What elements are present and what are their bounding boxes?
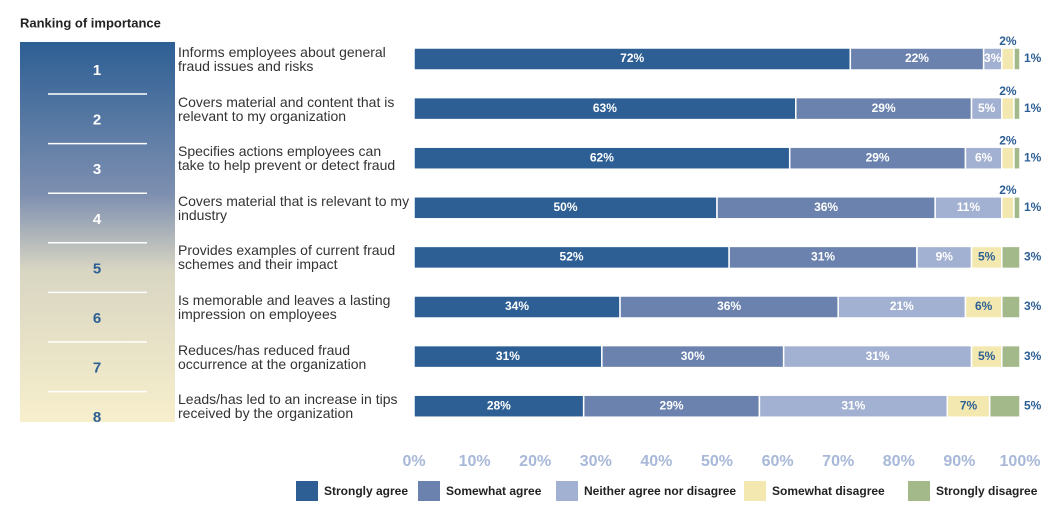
bar-segment — [988, 394, 1021, 418]
legend-swatch — [556, 481, 578, 501]
rank-number: 2 — [93, 112, 101, 129]
bar-segment — [1001, 295, 1021, 319]
value-label: 2% — [999, 183, 1017, 197]
x-tick-label: 80% — [883, 453, 915, 470]
legend-swatch — [296, 481, 318, 501]
legend-swatch — [418, 481, 440, 501]
legend-label: Neither agree nor disagree — [584, 484, 736, 498]
value-label: 3% — [1024, 299, 1042, 313]
value-label: 30% — [681, 349, 705, 363]
value-label: 1% — [1024, 150, 1042, 164]
legend-label: Somewhat disagree — [772, 484, 885, 498]
value-label: 36% — [717, 299, 741, 313]
category-label: Covers material and content that is rele… — [178, 93, 395, 124]
category-label: Covers material that is relevant to my i… — [178, 192, 410, 223]
rank-number: 4 — [93, 211, 102, 228]
value-label: 5% — [978, 250, 996, 264]
x-tick-label: 30% — [580, 453, 612, 470]
category-label: Reduces/has reduced fraud occurrence at … — [178, 341, 367, 372]
value-label: 11% — [957, 200, 981, 214]
value-label: 3% — [1024, 250, 1042, 264]
rank-panel — [20, 42, 175, 422]
value-label: 52% — [560, 250, 584, 264]
x-tick-label: 50% — [701, 453, 733, 470]
bar-segment — [1001, 96, 1015, 121]
rank-number: 6 — [93, 310, 101, 327]
value-label: 36% — [814, 200, 838, 214]
value-label: 31% — [866, 349, 890, 363]
value-label: 2% — [999, 133, 1017, 147]
value-label: 5% — [978, 101, 996, 115]
value-label: 29% — [866, 150, 890, 164]
value-label: 6% — [975, 150, 993, 164]
x-tick-label: 100% — [1000, 453, 1041, 470]
legend-swatch — [744, 481, 766, 501]
x-tick-label: 0% — [402, 453, 425, 470]
category-label: Specifies actions employees can take to … — [178, 143, 396, 174]
rank-number: 8 — [93, 409, 101, 426]
bar-segment — [1013, 96, 1021, 121]
x-tick-label: 70% — [822, 453, 854, 470]
value-label: 22% — [905, 51, 929, 65]
value-label: 1% — [1024, 51, 1042, 65]
bar-segment — [1001, 196, 1015, 220]
rank-number: 7 — [93, 360, 101, 377]
value-label: 31% — [811, 250, 835, 264]
value-label: 2% — [999, 34, 1017, 48]
rank-number: 1 — [93, 62, 101, 79]
value-label: 9% — [936, 250, 954, 264]
value-label: 31% — [496, 349, 520, 363]
value-label: 3% — [984, 51, 1002, 65]
x-tick-label: 10% — [459, 453, 491, 470]
category-label: Is memorable and leaves a lasting impres… — [178, 292, 391, 322]
value-label: 1% — [1024, 101, 1042, 115]
bar-segment — [1001, 146, 1015, 170]
value-label: 34% — [505, 299, 529, 313]
legend-label: Somewhat agree — [446, 484, 542, 498]
x-tick-label: 40% — [640, 453, 672, 470]
bar-segment — [1001, 47, 1015, 71]
value-label: 5% — [1024, 398, 1042, 412]
value-label: 6% — [975, 299, 993, 313]
value-label: 50% — [553, 200, 577, 214]
value-label: 29% — [660, 398, 684, 412]
bar-segment — [1001, 245, 1021, 270]
legend-label: Strongly disagree — [936, 484, 1038, 498]
chart-title: Ranking of importance — [20, 15, 161, 30]
value-label: 72% — [620, 51, 644, 65]
rank-number: 5 — [93, 260, 101, 277]
bar-segment — [1013, 196, 1021, 220]
value-label: 28% — [487, 398, 511, 412]
rank-number: 3 — [93, 161, 101, 178]
value-label: 2% — [999, 84, 1017, 98]
x-tick-label: 60% — [762, 453, 794, 470]
x-tick-label: 20% — [519, 453, 551, 470]
bar-segment — [1013, 146, 1021, 170]
value-label: 1% — [1024, 200, 1042, 214]
bar-segment — [1001, 344, 1021, 369]
value-label: 31% — [841, 398, 865, 412]
legend-swatch — [908, 481, 930, 501]
value-label: 3% — [1024, 349, 1042, 363]
bar-segment — [1013, 47, 1021, 71]
value-label: 62% — [590, 150, 614, 164]
value-label: 21% — [890, 299, 914, 313]
value-label: 63% — [593, 101, 617, 115]
value-label: 5% — [978, 349, 996, 363]
legend-label: Strongly agree — [324, 484, 408, 498]
category-label: Leads/has led to an increase in tips rec… — [178, 391, 398, 422]
value-label: 7% — [960, 398, 978, 412]
category-label: Provides examples of current fraud schem… — [178, 242, 396, 273]
category-label: Informs employees about general fraud is… — [178, 44, 386, 74]
value-label: 29% — [872, 101, 896, 115]
x-tick-label: 90% — [943, 453, 975, 470]
